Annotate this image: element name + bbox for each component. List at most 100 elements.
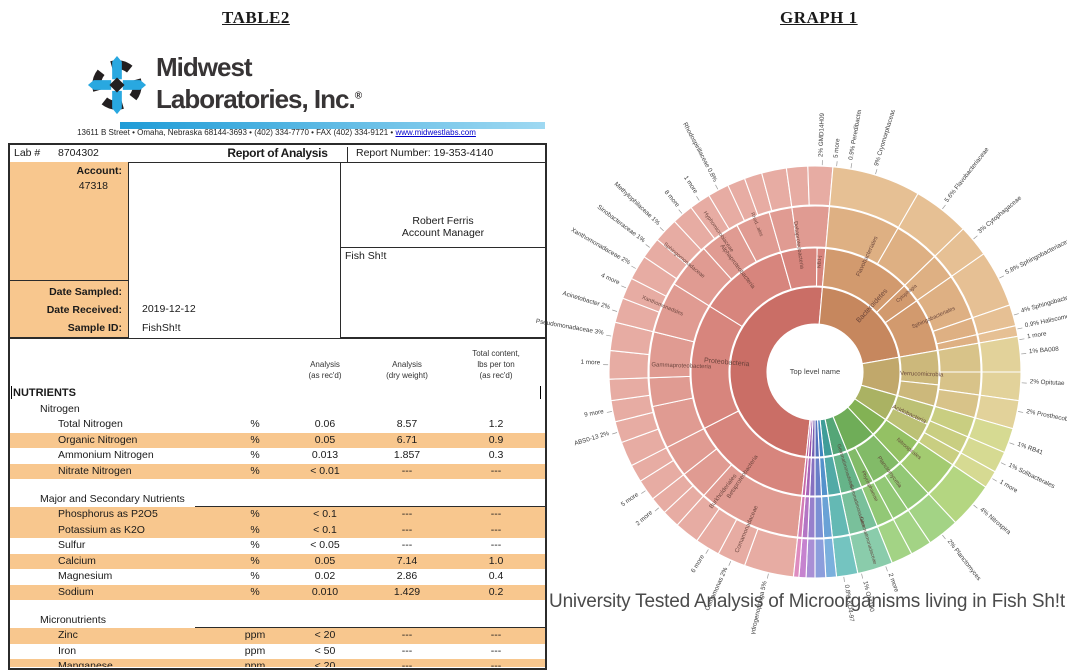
date-sampled-label: Date Sampled: xyxy=(49,286,122,298)
row-value: 1.429 xyxy=(393,585,421,598)
sunburst-segment xyxy=(978,335,1022,373)
group-header: Major and Secondary Nutrients xyxy=(10,492,545,507)
sunburst-outer-label: 5.6% Flavobacteriaceae xyxy=(943,146,990,204)
sunburst-outer-label: 1% RB41 xyxy=(1016,441,1044,457)
report-of-analysis-box: Lab # 8704302 Report of Analysis Report … xyxy=(8,143,547,670)
label-leader-line xyxy=(631,265,636,269)
date-received-value: 2019-12-12 xyxy=(142,303,196,315)
sunburst-outer-label: 5 more xyxy=(833,138,842,159)
graph1-heading: GRAPH 1 xyxy=(780,8,858,27)
row-value: --- xyxy=(401,523,413,536)
row-value: --- xyxy=(401,629,413,641)
col-header-total-content: Total content, lbs per ton (as rec'd) xyxy=(472,349,520,380)
row-value: --- xyxy=(490,539,502,551)
manager-title: Account Manager xyxy=(401,227,485,239)
table-row: Potassium as K2O% < 0.1 --- --- xyxy=(10,522,545,538)
table-row: Sodium% 0.010 1.429 0.2 xyxy=(10,584,545,600)
label-leader-line xyxy=(861,573,864,579)
sunburst-outer-label: 4% Sphingobacteriales xyxy=(1020,290,1067,314)
table2-heading: TABLE2 xyxy=(222,8,290,27)
label-leader-line xyxy=(606,411,612,413)
label-leader-line xyxy=(696,196,700,201)
row-value: < 0.1 xyxy=(313,508,337,520)
table-row: Ammonium Nitrogen% 0.013 1.857 0.3 xyxy=(10,448,545,464)
row-unit: % xyxy=(250,585,260,598)
row-value: 1.857 xyxy=(393,449,421,461)
sunburst-outer-label: 2% Prosthecobacter xyxy=(1026,408,1067,426)
sunburst-outer-label: 1% BA008 xyxy=(1029,346,1060,356)
row-value: 0.05 xyxy=(314,554,336,567)
sunburst-outer-label: 5 more xyxy=(620,491,640,508)
row-analyte-name: Sulfur xyxy=(58,539,86,551)
row-value: 1.2 xyxy=(488,418,504,430)
group-header: Micronutrients xyxy=(10,613,545,628)
row-value: < 20 xyxy=(314,629,336,641)
logo-line2: Laboratories, Inc.® xyxy=(156,84,362,114)
row-value: 0.013 xyxy=(311,449,339,461)
sunburst-segment xyxy=(801,456,809,497)
row-value: --- xyxy=(401,508,413,520)
sunburst-outer-label: 3% Cytophagaceae xyxy=(976,194,1023,235)
label-leader-line xyxy=(1009,442,1015,445)
label-leader-line xyxy=(1013,313,1019,316)
manager-name: Robert Ferris xyxy=(412,215,474,227)
row-value: 8.57 xyxy=(396,418,418,430)
row-value: < 50 xyxy=(314,644,336,657)
row-value: < 0.1 xyxy=(313,523,337,536)
crosshair-logo-icon xyxy=(87,55,147,115)
label-leader-line xyxy=(705,549,709,554)
table-row: Phosphorus as P2O5% < 0.1 --- --- xyxy=(10,507,545,523)
nutrients-section-heading: NUTRIENTS xyxy=(10,384,545,402)
row-analyte-name: Magnesium xyxy=(58,570,113,582)
row-value: --- xyxy=(490,660,502,667)
row-analyte-name: Sodium xyxy=(58,585,94,598)
table-rows-container: Nitrogen Total Nitrogen% 0.06 8.57 1.2 Organi… xyxy=(10,402,545,667)
table-row: Iron ppm < 50 --- --- xyxy=(10,644,545,660)
row-analyte-name: Manganese xyxy=(58,660,113,667)
address-blank-cell xyxy=(130,162,340,281)
sunburst-outer-label: ABS0-13 2% xyxy=(573,430,610,447)
table-row: Calcium% 0.05 7.14 1.0 xyxy=(10,553,545,569)
row-analyte-name: Ammonium Nitrogen xyxy=(58,449,154,461)
label-leader-line xyxy=(1017,327,1023,330)
row-analyte-name: Phosphorus as P2O5 xyxy=(58,508,158,520)
nutrients-table: Analysis (as rec'd) Analysis (dry weight… xyxy=(10,338,545,667)
sunburst-outer-label: 1 more xyxy=(580,359,600,367)
sunburst-outer-label: 0.9% Peredibacter xyxy=(847,110,863,161)
label-leader-line xyxy=(654,507,660,512)
row-unit: % xyxy=(250,449,260,461)
col-header-analysis-recd: Analysis (as rec'd) xyxy=(308,360,342,380)
lab-number-value: 8704302 xyxy=(58,147,99,159)
row-unit: % xyxy=(250,570,260,582)
label-leader-line xyxy=(621,285,627,289)
label-leader-line xyxy=(645,244,650,248)
row-value: 1.0 xyxy=(488,554,504,567)
sunburst-inner-label: NB1-j xyxy=(816,255,823,268)
report-title: Report of Analysis xyxy=(227,146,328,160)
label-leader-line xyxy=(973,235,978,240)
website-link[interactable]: www.midwestlabs.com xyxy=(395,128,476,137)
label-leader-line xyxy=(1000,462,1006,466)
label-leader-line xyxy=(728,560,732,566)
table-row: Nitrate Nitrogen% < 0.01 --- --- xyxy=(10,463,545,479)
row-value: --- xyxy=(401,539,413,551)
row-value: --- xyxy=(490,629,502,641)
row-analyte-name: Organic Nitrogen xyxy=(58,433,138,446)
row-analyte-name: Calcium xyxy=(58,554,96,567)
label-leader-line xyxy=(942,534,946,540)
row-unit: % xyxy=(250,523,260,536)
label-leader-line xyxy=(606,334,612,337)
lab-report-document: Midwest Laboratories, Inc.® 13611 B Stre… xyxy=(8,42,547,670)
sunburst-segment xyxy=(792,537,803,578)
sunburst-outer-label: 2 more xyxy=(635,509,655,527)
row-unit: ppm xyxy=(244,629,266,641)
sunburst-outer-label: 2% GMD14H09 xyxy=(818,112,827,157)
table-row: Sulfur% < 0.05 --- --- xyxy=(10,538,545,554)
address-line: 13611 B Street • Omaha, Nebraska 68144-3… xyxy=(77,128,476,137)
sample-id-label: Sample ID: xyxy=(67,322,122,334)
row-value: 0.05 xyxy=(314,433,336,446)
row-analyte-name: Total Nitrogen xyxy=(58,418,123,430)
row-analyte-name: Zinc xyxy=(58,629,78,641)
account-manager-cell: Robert Ferris Account Manager xyxy=(340,162,545,248)
